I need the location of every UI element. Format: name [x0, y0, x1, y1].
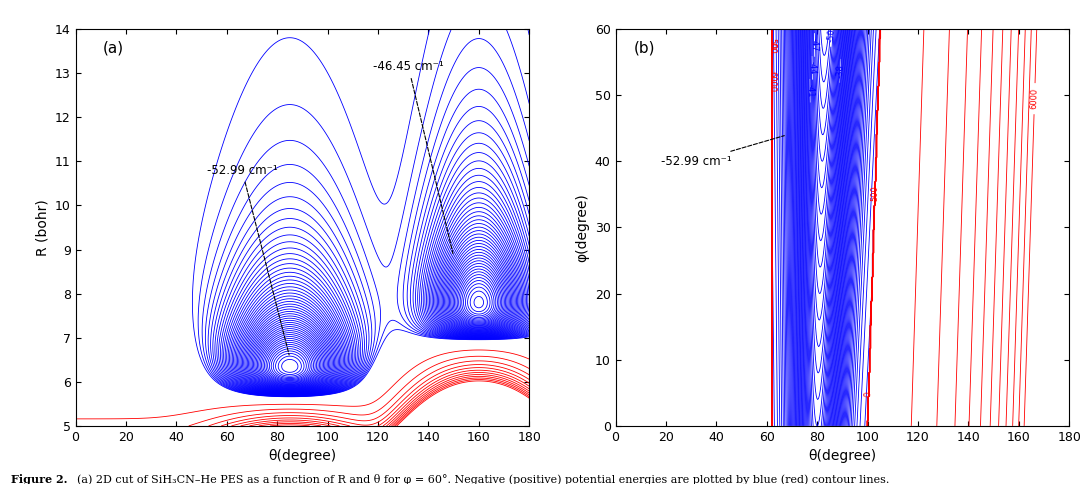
Text: 0: 0: [864, 391, 874, 397]
Text: -47: -47: [810, 38, 819, 52]
Text: 6000: 6000: [1029, 88, 1039, 109]
X-axis label: θ(degree): θ(degree): [808, 449, 877, 463]
Text: -41: -41: [806, 84, 814, 97]
Text: (b): (b): [634, 41, 656, 56]
X-axis label: θ(degree): θ(degree): [268, 449, 337, 463]
Text: (a) 2D cut of SiH₃CN–He PES as a function of R and θ for φ = 60°. Negative (posi: (a) 2D cut of SiH₃CN–He PES as a functio…: [70, 474, 894, 484]
Text: (a): (a): [103, 41, 124, 56]
Text: -44: -44: [808, 61, 816, 75]
Text: -46.45 cm⁻¹: -46.45 cm⁻¹: [373, 60, 453, 254]
Y-axis label: φ(degree): φ(degree): [576, 193, 590, 262]
Text: 6000: 6000: [767, 71, 777, 92]
Text: 0: 0: [768, 44, 777, 48]
Text: -38: -38: [836, 64, 846, 78]
Text: -52.99 cm⁻¹: -52.99 cm⁻¹: [206, 164, 289, 355]
Text: 500: 500: [870, 185, 880, 201]
Text: Figure 2.: Figure 2.: [11, 474, 67, 484]
Text: -52.99 cm⁻¹: -52.99 cm⁻¹: [661, 136, 784, 168]
Text: -50: -50: [826, 28, 837, 42]
Text: 500: 500: [768, 38, 777, 54]
Y-axis label: R (bohr): R (bohr): [36, 199, 50, 256]
